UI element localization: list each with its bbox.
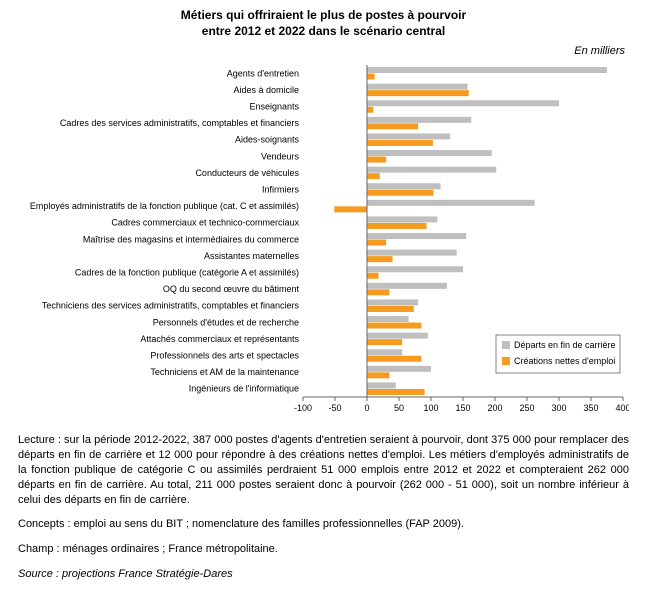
bar-creations bbox=[367, 190, 434, 196]
bar-departs bbox=[367, 67, 607, 73]
bar-creations bbox=[367, 240, 386, 246]
x-tick-label: 50 bbox=[394, 403, 404, 413]
category-label: Professionnels des arts et spectacles bbox=[150, 351, 299, 361]
bar-creations bbox=[367, 306, 414, 312]
category-label: Aides-soignants bbox=[235, 135, 300, 145]
x-tick-label: -100 bbox=[294, 403, 312, 413]
category-label: Techniciens des services administratifs,… bbox=[42, 301, 300, 311]
bar-departs bbox=[367, 383, 396, 389]
note-concepts: Concepts : emploi au sens du BIT ; nomen… bbox=[18, 517, 629, 532]
unit-label: En milliers bbox=[18, 45, 625, 57]
bar-creations bbox=[367, 107, 373, 113]
category-label: Employés administratifs de la fonction p… bbox=[30, 201, 299, 211]
legend-label: Départs en fin de carrière bbox=[514, 340, 616, 350]
bar-departs bbox=[367, 217, 437, 223]
bar-departs bbox=[367, 333, 428, 339]
x-tick-label: 300 bbox=[551, 403, 566, 413]
bar-departs bbox=[367, 316, 409, 322]
category-label: Vendeurs bbox=[261, 151, 300, 161]
category-label: Agents d'entretien bbox=[227, 68, 299, 78]
category-label: Cadres de la fonction publique (catégori… bbox=[75, 268, 299, 278]
bar-departs bbox=[367, 200, 535, 206]
chart-notes: Lecture : sur la période 2012-2022, 387 … bbox=[18, 433, 629, 582]
category-label: Assistantes maternelles bbox=[204, 251, 300, 261]
category-label: OQ du second œuvre du bâtiment bbox=[163, 284, 300, 294]
bar-departs bbox=[367, 250, 457, 256]
category-label: Conducteurs de véhicules bbox=[195, 168, 299, 178]
title-line-2: entre 2012 et 2022 dans le scénario cent… bbox=[202, 24, 445, 38]
bar-creations bbox=[367, 157, 386, 163]
bar-creations bbox=[367, 373, 389, 379]
bar-creations bbox=[367, 124, 418, 130]
category-label: Cadres commerciaux et technico-commercia… bbox=[111, 218, 299, 228]
bar-creations bbox=[367, 223, 427, 229]
category-label: Techniciens et AM de la maintenance bbox=[150, 367, 299, 377]
x-tick-label: -50 bbox=[328, 403, 341, 413]
bar-departs bbox=[367, 366, 431, 372]
bar-creations bbox=[367, 273, 379, 279]
category-label: Cadres des services administratifs, comp… bbox=[60, 118, 300, 128]
bar-departs bbox=[367, 117, 471, 123]
bar-departs bbox=[367, 84, 467, 90]
title-line-1: Métiers qui offriraient le plus de poste… bbox=[181, 8, 466, 22]
bar-departs bbox=[367, 150, 492, 156]
category-label: Maîtrise des magasins et intermédiaires … bbox=[83, 234, 299, 244]
chart-title: Métiers qui offriraient le plus de poste… bbox=[18, 8, 629, 39]
legend-swatch bbox=[502, 341, 510, 349]
legend-label: Créations nettes d'emploi bbox=[514, 356, 615, 366]
bar-departs bbox=[367, 100, 559, 106]
bar-departs bbox=[367, 167, 496, 173]
x-tick-label: 0 bbox=[364, 403, 369, 413]
legend-swatch bbox=[502, 357, 510, 365]
category-label: Enseignants bbox=[249, 102, 299, 112]
category-label: Infirmiers bbox=[262, 185, 300, 195]
bar-creations bbox=[367, 389, 425, 395]
bar-creations bbox=[367, 256, 393, 262]
bar-departs bbox=[367, 266, 463, 272]
note-source: Source : projections France Stratégie-Da… bbox=[18, 567, 629, 582]
bar-departs bbox=[367, 183, 441, 189]
x-tick-label: 400 bbox=[615, 403, 629, 413]
bar-departs bbox=[367, 283, 447, 289]
category-label: Personnels d'études et de recherche bbox=[153, 317, 299, 327]
bar-creations bbox=[367, 290, 389, 296]
bar-creations bbox=[367, 173, 380, 179]
bar-creations bbox=[367, 140, 433, 146]
category-label: Ingénieurs de l'informatique bbox=[189, 384, 299, 394]
x-tick-label: 200 bbox=[487, 403, 502, 413]
bar-creations bbox=[367, 323, 421, 329]
category-label: Aides à domicile bbox=[233, 85, 299, 95]
bar-departs bbox=[367, 349, 402, 355]
bar-creations bbox=[367, 356, 421, 362]
bar-departs bbox=[367, 233, 466, 239]
bar-departs bbox=[367, 300, 418, 306]
bar-departs bbox=[367, 134, 450, 140]
bar-creations bbox=[367, 74, 375, 80]
note-champ: Champ : ménages ordinaires ; France métr… bbox=[18, 542, 629, 557]
bar-creations bbox=[367, 90, 469, 96]
x-tick-label: 250 bbox=[519, 403, 534, 413]
x-tick-label: 100 bbox=[423, 403, 438, 413]
bar-creations bbox=[334, 207, 367, 213]
x-tick-label: 150 bbox=[455, 403, 470, 413]
x-tick-label: 350 bbox=[583, 403, 598, 413]
bar-creations bbox=[367, 339, 402, 345]
note-lecture: Lecture : sur la période 2012-2022, 387 … bbox=[18, 433, 629, 507]
category-label: Attachés commerciaux et représentants bbox=[140, 334, 299, 344]
bar-chart: Agents d'entretien Aides à domicile Enseig… bbox=[18, 59, 629, 419]
